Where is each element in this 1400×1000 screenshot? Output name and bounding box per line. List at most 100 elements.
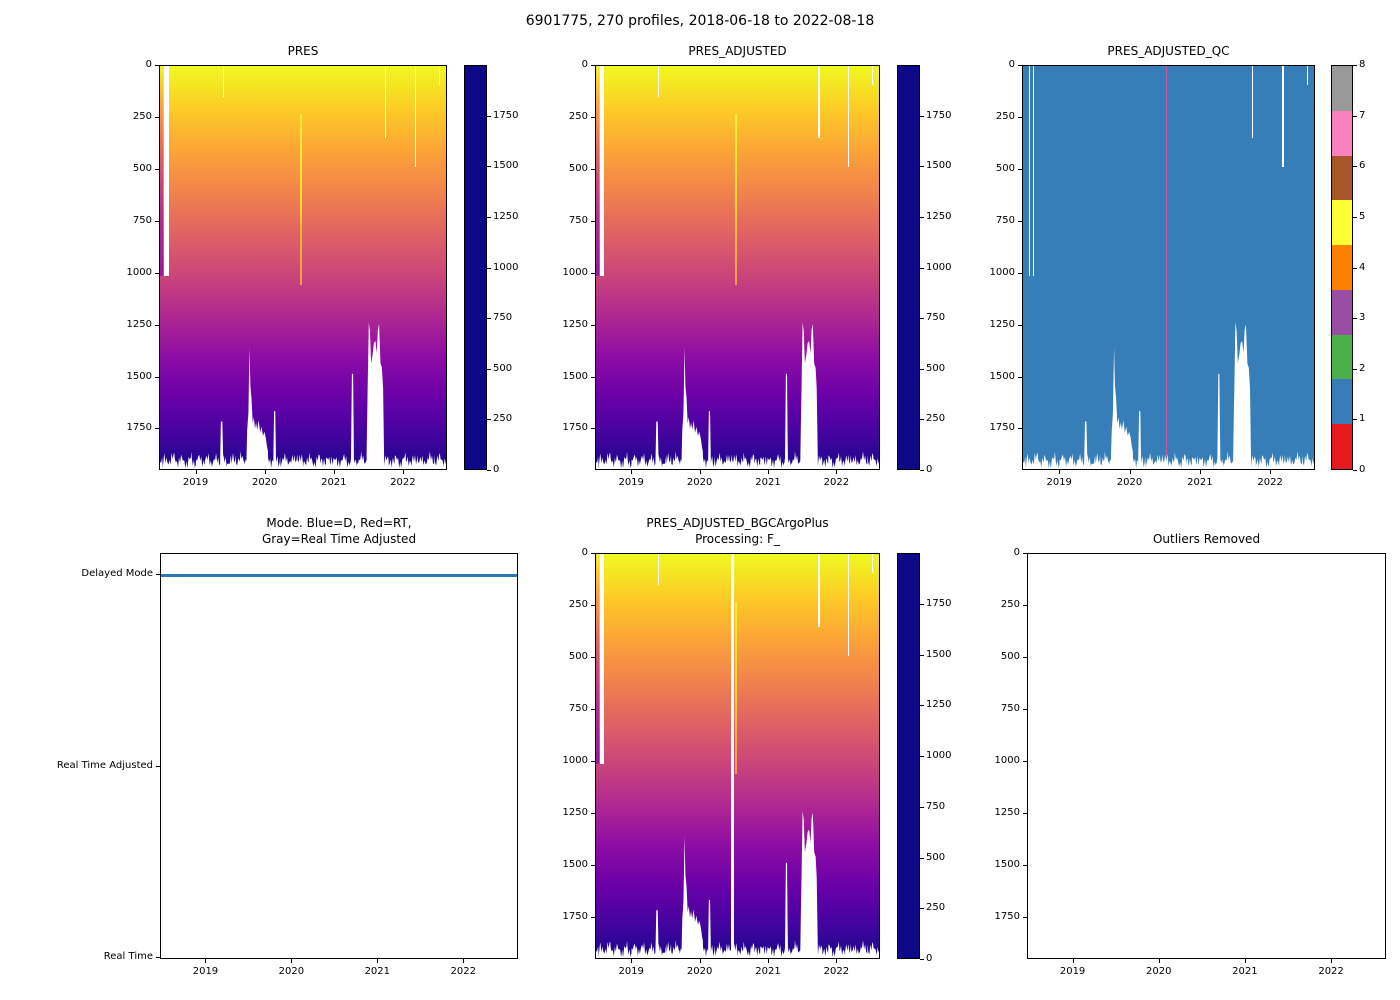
colorbar-tick-mark — [487, 470, 491, 471]
missing-profile-gap — [731, 554, 734, 958]
colorbar-tick-mark — [920, 806, 924, 808]
y-tick-label: 0 — [1013, 547, 1020, 558]
colorbar-tick-label: 1750 — [493, 109, 519, 121]
title-mode: Mode. Blue=D, Red=RT, Gray=Real Time Adj… — [261, 516, 417, 546]
colorbar-tick-label: 0 — [1359, 464, 1366, 475]
y-tick-label: 1750 — [989, 422, 1015, 434]
y-tick-mark — [591, 65, 595, 66]
x-tick-label: 2020 — [1146, 966, 1172, 977]
colorbar-tick-label: 7 — [1359, 109, 1366, 121]
x-tick-label: 2022 — [450, 966, 476, 977]
x-tick-mark — [264, 470, 266, 474]
colorbar-tick-label: 0 — [493, 464, 500, 475]
y-tick-label: 0 — [581, 547, 588, 558]
first-profile-column — [596, 66, 599, 276]
x-tick-mark — [195, 470, 197, 474]
y-tick-label: 1750 — [126, 422, 152, 434]
mode-line — [161, 573, 517, 577]
colorbar-tick-label: 250 — [926, 413, 946, 425]
y-tick-mark — [1023, 709, 1027, 711]
panel-mode-plot-area — [160, 553, 518, 959]
x-tick-mark — [1129, 470, 1131, 474]
colorbar-tick-mark — [1353, 115, 1357, 117]
y-tick-mark — [591, 272, 595, 274]
colorbar-tick-label: 1750 — [926, 597, 952, 609]
colorbar-tick-mark — [487, 267, 491, 269]
colorbar-tick-mark — [920, 908, 924, 910]
colorbar-segment — [1332, 66, 1352, 112]
y-tick-mark — [155, 65, 159, 66]
x-tick-label: 2022 — [823, 477, 850, 488]
y-tick-label: 1500 — [562, 370, 588, 382]
colorbar-gradient — [898, 554, 919, 958]
y-tick-mark — [591, 605, 595, 607]
x-tick-mark — [836, 959, 838, 963]
colorbar-tick-mark — [920, 166, 924, 168]
missing-profile-gap — [1032, 66, 1035, 276]
title-outliers-removed: Outliers Removed — [1152, 532, 1261, 546]
panel-pres-plot-area — [159, 65, 447, 470]
y-tick-label: 250 — [568, 110, 588, 122]
x-tick-mark — [631, 959, 633, 963]
y-tick-label: 750 — [1000, 703, 1020, 715]
y-tick-mark — [156, 574, 160, 575]
x-tick-label: 2020 — [251, 477, 278, 488]
x-tick-mark — [377, 959, 379, 963]
colorbar-tick-label: 500 — [926, 851, 946, 863]
colorbar-bgc — [897, 553, 920, 959]
y-tick-mark — [1018, 65, 1022, 66]
colorbar-tick-label: 750 — [926, 800, 946, 812]
y-tick-mark — [1023, 917, 1027, 919]
y-tick-label: 1250 — [126, 318, 152, 330]
missing-profile-gap — [1282, 66, 1284, 168]
x-tick-mark — [1158, 959, 1160, 963]
y-tick-mark — [1018, 116, 1022, 118]
colorbar-tick-label: 3 — [1359, 312, 1366, 324]
colorbar-tick-mark — [487, 115, 491, 117]
y-tick-label: 1250 — [994, 807, 1020, 819]
x-tick-label: 2020 — [686, 966, 713, 977]
x-tick-mark — [291, 959, 293, 963]
colorbar-tick-label: 1250 — [926, 699, 952, 711]
colorbar-tick-mark — [487, 318, 491, 320]
qc-flagged-profile-line — [1166, 66, 1168, 457]
y-tick-label: 1750 — [562, 422, 588, 434]
x-tick-label: 2019 — [1059, 966, 1086, 977]
y-tick-label: 1000 — [994, 755, 1020, 767]
missing-profile-gap — [384, 66, 387, 139]
missing-profile-gap — [818, 66, 820, 139]
figure-title: 6901775, 270 profiles, 2018-06-18 to 202… — [525, 13, 875, 29]
y-tick-mark — [591, 709, 595, 711]
pressure-field — [596, 66, 879, 469]
y-tick-label: 1250 — [989, 318, 1015, 330]
x-tick-label: 2019 — [618, 966, 644, 977]
missing-profile-gap — [438, 66, 441, 85]
y-tick-label: 1500 — [994, 859, 1020, 871]
x-tick-label: 2021 — [1232, 966, 1258, 977]
y-tick-label: 750 — [132, 214, 152, 226]
y-tick-label: 750 — [568, 214, 588, 226]
x-tick-mark — [1199, 470, 1201, 474]
colorbar-tick-label: 1000 — [926, 261, 952, 273]
title-pres-adjusted: PRES_ADJUSTED — [688, 44, 787, 58]
colorbar-tick-mark — [920, 267, 924, 269]
y-tick-mark — [591, 917, 595, 919]
y-tick-label: Delayed Mode — [81, 568, 153, 579]
x-tick-mark — [463, 959, 465, 963]
colorbar-tick-mark — [920, 603, 924, 605]
first-profile-column — [160, 66, 163, 276]
y-tick-mark — [591, 376, 595, 378]
missing-profile-gap — [599, 554, 605, 765]
x-tick-mark — [1331, 959, 1333, 963]
max-depth-mask — [1023, 322, 1314, 469]
y-tick-mark — [1023, 813, 1027, 815]
y-tick-mark — [155, 324, 159, 326]
panel-pres-adjusted-qc-plot-area — [1022, 65, 1315, 470]
y-tick-mark — [1018, 324, 1022, 326]
x-tick-mark — [1244, 959, 1246, 963]
missing-profile-gap — [222, 66, 225, 97]
colorbar-tick-label: 500 — [493, 362, 513, 374]
x-tick-label: 2021 — [364, 966, 391, 977]
y-tick-label: 250 — [568, 599, 588, 611]
x-tick-mark — [631, 470, 633, 474]
